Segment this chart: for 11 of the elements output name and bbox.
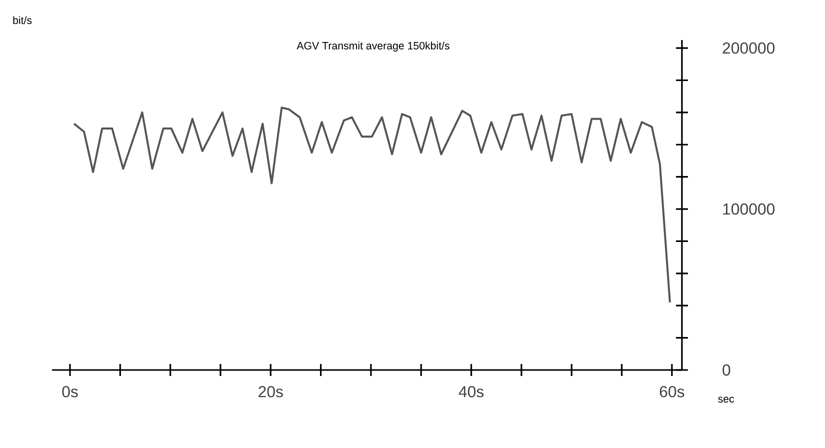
x-tick-label: 60s [660,386,684,398]
x-tick-label: 0s [62,386,78,398]
y-tick-label: 100000 [723,203,775,215]
x-tick-label: 40s [458,386,484,398]
y-axis-title: bit/s [13,16,32,24]
y-tick-label: 0 [722,364,730,376]
y-tick-label: 200000 [722,42,775,54]
line-series [73,106,671,304]
x-tick-label: 20s [258,386,283,398]
x-axis-title: sec [718,396,734,403]
chart-title: AGV Transmit average 150kbit/s [296,42,450,52]
